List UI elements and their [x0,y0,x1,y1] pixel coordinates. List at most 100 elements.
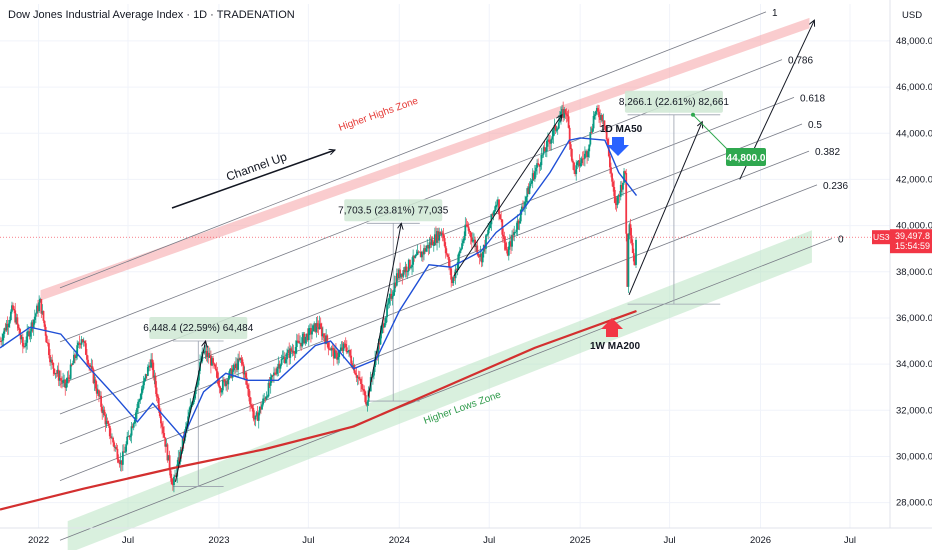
candle-body [157,397,160,410]
candle-body [299,342,301,344]
y-tick-label: 30,000.0 [896,451,932,462]
candle-body [301,337,304,347]
candle-body [94,379,97,389]
candle-body [37,305,39,312]
candle-body [542,147,545,155]
candle-body [554,125,557,131]
candle-body [288,349,291,358]
candle-body [627,234,630,287]
candle-body [502,234,505,237]
candle-body [382,323,385,328]
candle-body [535,167,537,172]
candle-body [355,374,358,378]
candle-body [358,378,361,380]
candle-body [528,186,531,194]
candle-body [544,151,547,152]
candle-body [579,163,582,167]
candle-body [306,333,309,341]
candle-body [583,153,586,159]
candle-body [623,171,625,183]
candle-body [404,266,407,273]
candle-body [298,341,300,344]
candle-body [80,339,83,345]
candle-body [500,218,503,220]
candle-body [18,328,21,335]
candle-body [151,359,154,363]
candle-body [429,242,432,245]
candle-body [273,372,275,376]
candle-body [121,451,124,465]
candle-body [480,253,483,263]
candle-body [98,390,100,397]
candle-body [17,324,20,329]
candle-body [356,376,359,378]
candle-body [99,395,101,397]
candle-body [69,364,72,379]
candle-body [602,120,605,122]
candle-body [100,395,103,407]
candle-body [9,311,12,320]
candle-body [41,310,44,314]
candle-body [182,438,185,441]
candle-body [136,408,138,413]
candle-body [55,373,58,374]
candle-body [267,382,270,397]
candle-body [119,460,122,465]
candle-body [3,328,6,334]
candle-body [193,394,196,399]
candle-body [346,351,349,353]
candle-body [530,180,533,184]
candle-body [43,320,46,327]
y-tick-label: 42,000.0 [896,174,932,185]
candle-body [180,449,183,452]
candle-body [391,295,394,299]
y-tick-label: 48,000.0 [896,36,932,47]
candle-body [512,234,515,236]
fib-line [59,123,803,415]
fib-line [59,150,810,445]
candle-body [175,475,178,477]
candle-body [432,245,435,246]
candle-body [417,251,420,253]
candle-body [311,331,313,335]
candle-body [177,457,180,465]
candle-body [107,423,110,426]
candle-body [364,391,367,403]
candle-body [557,122,560,129]
candle-body [532,173,535,180]
candle-body [393,282,396,293]
candle-body [320,327,323,337]
candle-body [113,442,116,448]
ma50-label: 1D MA50 [600,124,643,135]
candle-body [278,363,281,369]
candle-body [111,437,113,439]
candle-body [325,335,328,344]
candle-body [64,379,67,388]
candle-body [277,363,280,369]
candle-body [89,364,92,367]
candle-body [86,354,88,360]
ma200-arrow-icon [601,318,623,337]
candle-body [216,371,219,379]
candle-body [426,244,429,249]
candle-body [461,243,463,249]
candle-body [360,379,362,385]
candle-body [251,405,254,408]
candle-body [235,363,237,369]
candle-body [304,336,307,344]
candle-body [397,273,399,279]
candle-body [109,436,112,438]
candle-body [266,396,269,398]
candle-body [173,476,175,486]
candle-body [134,412,137,420]
candle-body [75,356,78,359]
candle-body [6,323,9,328]
candle-body [71,363,74,365]
candle-body [392,292,395,296]
candle-body [516,220,519,230]
candle-body [87,359,89,365]
candle-body [215,368,218,372]
candle-body [462,240,465,244]
